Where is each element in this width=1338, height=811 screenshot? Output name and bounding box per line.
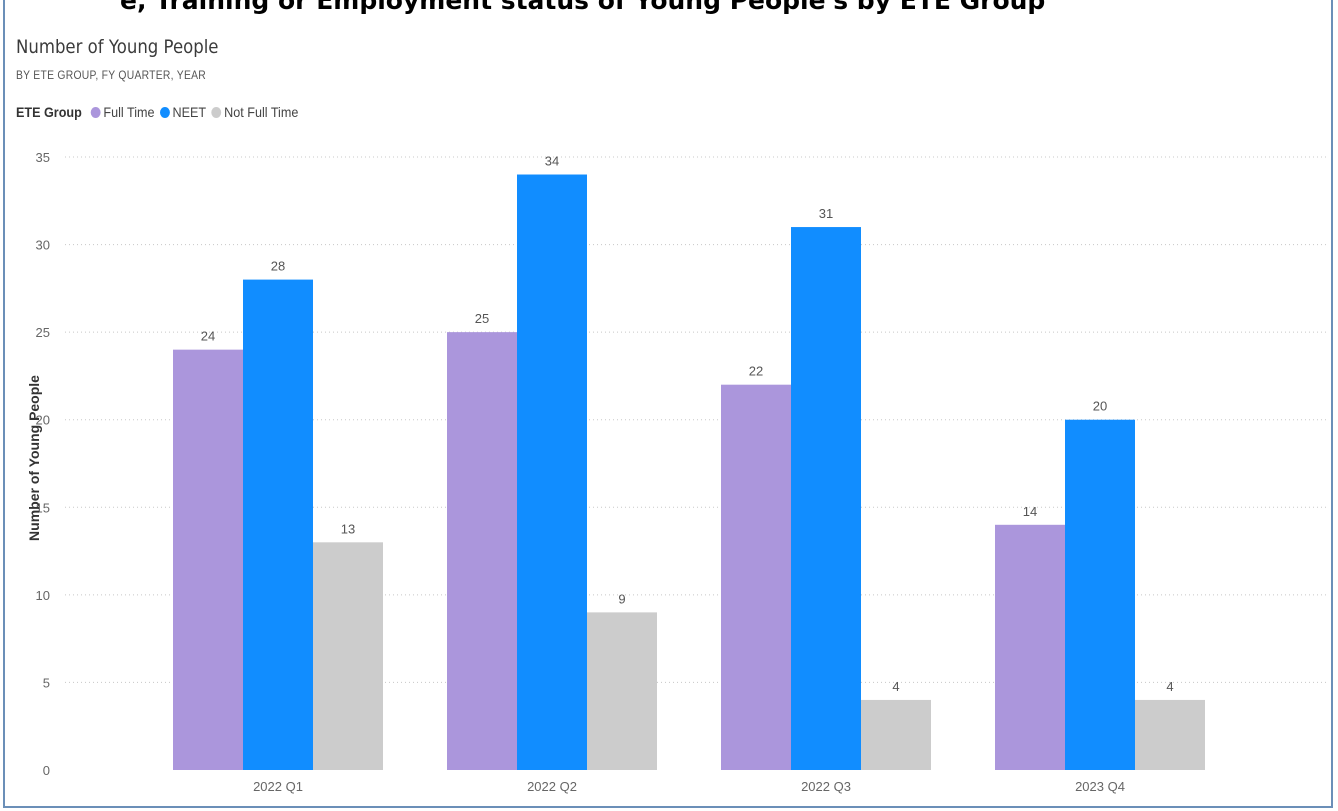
legend-swatch-not-full-time bbox=[211, 106, 222, 118]
legend: ETE Group Full Time NEET Not Full Time bbox=[16, 104, 304, 120]
bar-not-full-time-2022-q2[interactable] bbox=[587, 612, 657, 770]
chart-title: Number of Young People bbox=[16, 36, 219, 58]
y-tick-label: 5 bbox=[43, 675, 50, 690]
bar-full-time-2023-q4[interactable] bbox=[995, 524, 1065, 770]
bar-not-full-time-2022-q3[interactable] bbox=[861, 699, 931, 770]
data-label: 9 bbox=[618, 591, 625, 606]
data-label: 20 bbox=[1093, 399, 1107, 414]
data-label: 4 bbox=[1166, 679, 1173, 694]
bar-neet-2022-q2[interactable] bbox=[517, 174, 587, 770]
y-tick-label: 20 bbox=[36, 413, 50, 428]
legend-label-neet: NEET bbox=[172, 104, 207, 120]
bars bbox=[173, 174, 1205, 771]
data-label: 14 bbox=[1023, 504, 1037, 519]
bar-full-time-2022-q3[interactable] bbox=[721, 384, 791, 770]
legend-swatch-full-time bbox=[90, 106, 101, 118]
data-label: 4 bbox=[892, 679, 899, 694]
data-label: 13 bbox=[341, 521, 355, 536]
bar-full-time-2022-q2[interactable] bbox=[447, 332, 517, 770]
y-tick-label: 35 bbox=[36, 150, 50, 165]
data-label: 22 bbox=[749, 364, 763, 379]
x-axis-ticks: 2022 Q1 2022 Q2 2022 Q3 2023 Q4 bbox=[253, 779, 1125, 794]
y-tick-label: 30 bbox=[36, 238, 50, 253]
legend-swatch-neet bbox=[159, 106, 170, 118]
legend-label-not-full-time: Not Full Time bbox=[224, 104, 299, 120]
bar-neet-2022-q1[interactable] bbox=[243, 279, 313, 770]
data-labels: 24 28 13 25 34 9 22 31 4 14 20 4 bbox=[201, 154, 1174, 694]
x-tick-label: 2023 Q4 bbox=[1075, 779, 1125, 794]
y-tick-label: 0 bbox=[43, 763, 50, 778]
bar-full-time-2022-q1[interactable] bbox=[173, 349, 243, 770]
y-axis-ticks: 0 5 10 15 20 25 30 35 bbox=[36, 150, 50, 778]
data-label: 24 bbox=[201, 329, 215, 344]
y-axis-label: Number of Young People bbox=[26, 375, 42, 541]
y-tick-label: 25 bbox=[36, 325, 50, 340]
bar-not-full-time-2022-q1[interactable] bbox=[313, 542, 383, 770]
data-label: 31 bbox=[819, 206, 833, 221]
bar-not-full-time-2023-q4[interactable] bbox=[1135, 699, 1205, 770]
legend-item-full-time[interactable]: Full Time bbox=[90, 104, 155, 120]
x-tick-label: 2022 Q2 bbox=[527, 779, 577, 794]
x-tick-label: 2022 Q1 bbox=[253, 779, 303, 794]
page-heading-cut: e, Training or Employment status of Youn… bbox=[120, 0, 1046, 15]
legend-title: ETE Group bbox=[16, 104, 82, 120]
legend-item-neet[interactable]: NEET bbox=[159, 104, 207, 120]
data-label: 25 bbox=[475, 311, 489, 326]
x-tick-label: 2022 Q3 bbox=[801, 779, 851, 794]
data-label: 34 bbox=[545, 154, 559, 169]
chart-subtitle: BY ETE GROUP, FY QUARTER, YEAR bbox=[16, 70, 207, 82]
legend-item-not-full-time[interactable]: Not Full Time bbox=[211, 104, 299, 120]
bar-neet-2022-q3[interactable] bbox=[791, 227, 861, 771]
legend-label-full-time: Full Time bbox=[103, 104, 155, 120]
data-label: 28 bbox=[271, 259, 285, 274]
bar-neet-2023-q4[interactable] bbox=[1065, 419, 1135, 770]
y-tick-label: 10 bbox=[36, 588, 50, 603]
y-tick-label: 15 bbox=[36, 500, 50, 515]
